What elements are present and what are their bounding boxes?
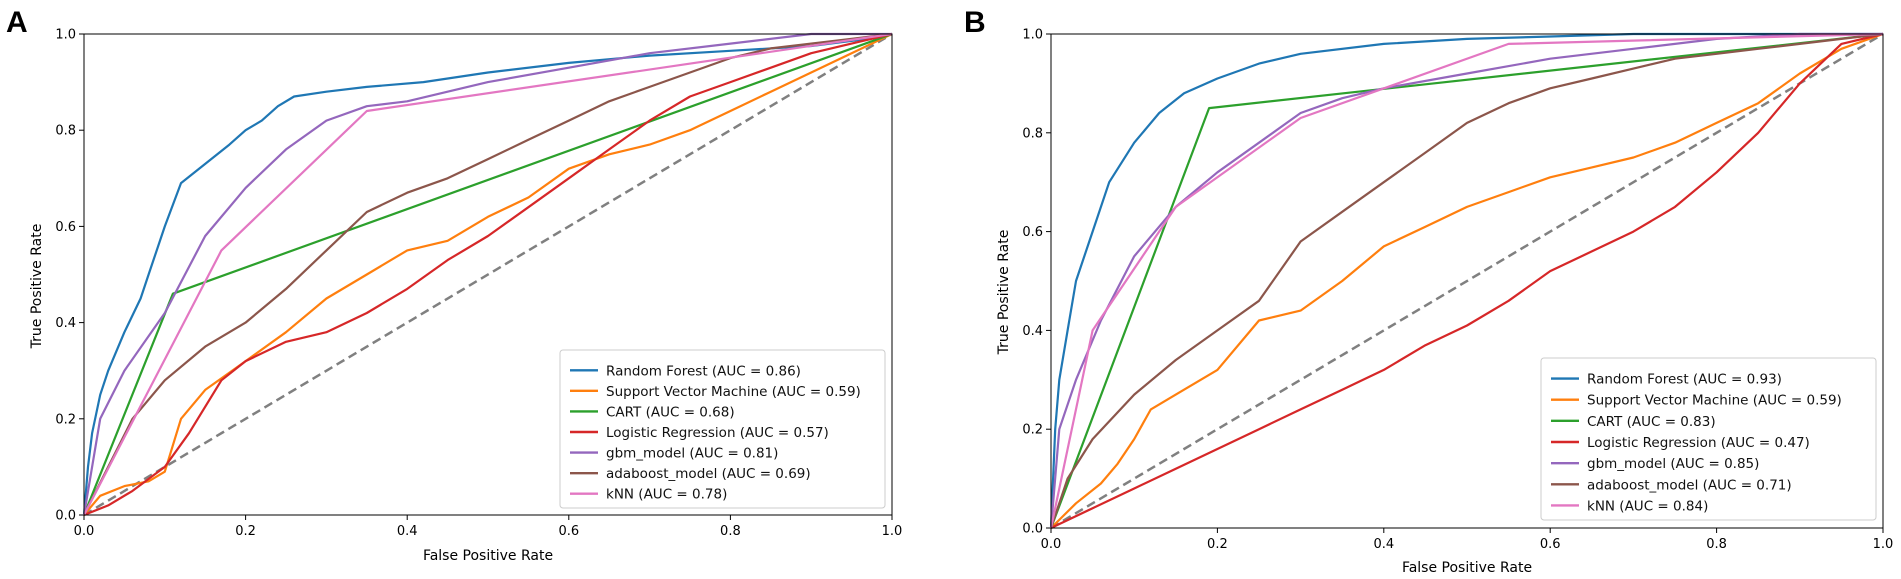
x-tick-label-b: 0.0 (1041, 537, 1062, 552)
legend-label-b-0: Random Forest (AUC = 0.93) (1587, 372, 1782, 388)
x-axis-label-a: False Positive Rate (423, 548, 553, 564)
legend-label-b-1: Support Vector Machine (AUC = 0.59) (1587, 393, 1842, 409)
x-tick-label-b: 0.2 (1207, 537, 1228, 552)
legend-label-a-4: gbm_model (AUC = 0.81) (606, 446, 778, 462)
x-tick-label-a: 0.0 (74, 524, 95, 539)
x-tick-label-a: 1.0 (882, 524, 903, 539)
x-tick-label-b: 1.0 (1873, 537, 1894, 552)
panel-a: False Positive Rate True Positive Rate 0… (29, 28, 902, 565)
legend-label-b-6: kNN (AUC = 0.84) (1587, 498, 1708, 514)
series-line-a-6 (83, 32, 893, 516)
y-tick-label-b: 0.8 (1022, 126, 1043, 141)
series-line-b-2 (1049, 32, 1884, 529)
x-tick-label-b: 0.6 (1540, 537, 1561, 552)
y-tick-label-a: 1.0 (55, 28, 76, 43)
legend-label-a-5: adaboost_model (AUC = 0.69) (606, 466, 811, 482)
legend-label-b-4: gbm_model (AUC = 0.85) (1587, 456, 1759, 472)
y-tick-label-b: 0.2 (1022, 423, 1043, 438)
y-tick-label-a: 0.0 (55, 509, 76, 524)
x-tick-label-b: 0.4 (1373, 537, 1394, 552)
legend-box-b (1540, 357, 1877, 521)
legend-box-a (559, 349, 886, 509)
series-line-a-1 (83, 33, 893, 516)
diagonal-chance-line-a (83, 32, 893, 517)
series-line-a-0 (82, 32, 893, 516)
series-line-a-5 (83, 32, 893, 516)
plot-frame-a (83, 33, 893, 516)
series-line-b-6 (1049, 32, 1884, 529)
y-tick-label-a: 0.2 (55, 412, 76, 427)
legend-label-b-5: adaboost_model (AUC = 0.71) (1587, 477, 1792, 493)
legend-label-b-3: Logistic Regression (AUC = 0.47) (1587, 435, 1810, 451)
plot-frame-b (1050, 33, 1884, 529)
series-line-a-2 (82, 32, 893, 516)
y-tick-label-a: 0.6 (55, 220, 76, 235)
legend-label-a-3: Logistic Regression (AUC = 0.57) (606, 425, 829, 441)
x-tick-label-a: 0.4 (397, 524, 418, 539)
legend-label-a-6: kNN (AUC = 0.78) (606, 487, 727, 503)
x-axis-label-b: False Positive Rate (1402, 560, 1532, 576)
y-tick-label-b: 1.0 (1022, 28, 1043, 43)
y-tick-label-b: 0.0 (1022, 522, 1043, 537)
x-tick-label-a: 0.2 (235, 524, 256, 539)
legend-label-b-2: CART (AUC = 0.83) (1587, 414, 1716, 430)
legend-label-a-1: Support Vector Machine (AUC = 0.59) (606, 384, 861, 400)
y-tick-label-a: 0.8 (55, 124, 76, 139)
y-tick-label-b: 0.6 (1022, 225, 1043, 240)
panel-letter-b: B (964, 6, 986, 39)
series-line-a-4 (82, 32, 892, 516)
series-line-b-1 (1050, 32, 1884, 529)
legend-label-a-2: CART (AUC = 0.68) (606, 404, 735, 420)
series-line-b-3 (1050, 32, 1884, 529)
panel-letter-a: A (6, 6, 28, 39)
y-tick-label-a: 0.4 (55, 316, 76, 331)
x-tick-label-b: 0.8 (1706, 537, 1727, 552)
y-axis-label-b: True Positive Rate (996, 230, 1012, 356)
x-tick-label-a: 0.8 (720, 524, 741, 539)
diagonal-chance-line-b (1050, 32, 1884, 530)
y-axis-label-a: True Positive Rate (29, 224, 45, 350)
series-line-b-5 (1049, 32, 1884, 529)
series-line-a-3 (83, 32, 893, 517)
panel-b: False Positive Rate True Positive Rate 0… (996, 28, 1893, 577)
x-tick-label-a: 0.6 (558, 524, 579, 539)
series-line-b-4 (1049, 32, 1883, 529)
y-tick-label-b: 0.4 (1022, 324, 1043, 339)
legend-label-a-0: Random Forest (AUC = 0.86) (606, 363, 801, 379)
